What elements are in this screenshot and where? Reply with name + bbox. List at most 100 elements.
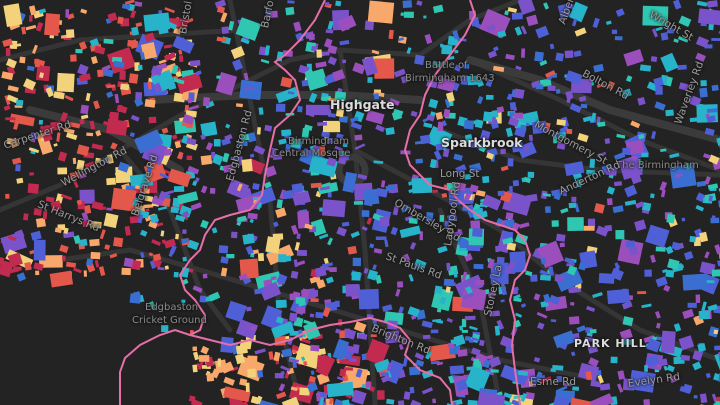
building-footprint (179, 205, 193, 218)
building-footprint (467, 399, 478, 405)
building-footprint (324, 74, 336, 85)
building-footprint (415, 158, 424, 164)
building-footprint (457, 236, 469, 248)
building-footprint (199, 295, 207, 303)
building-footprint (408, 217, 418, 224)
building-footprint (500, 364, 529, 386)
building-footprint (364, 20, 375, 31)
building-footprint (435, 319, 444, 324)
building-footprint (645, 224, 670, 248)
building-footprint (673, 38, 679, 43)
building-footprint (181, 299, 186, 304)
building-footprint (469, 162, 482, 173)
building-footprint (388, 29, 394, 40)
building-footprint (296, 307, 306, 314)
building-footprint (556, 142, 566, 150)
building-footprint (76, 159, 85, 171)
building-footprint (699, 261, 716, 276)
building-footprint (293, 259, 299, 268)
building-footprint (381, 375, 391, 383)
building-footprint (335, 108, 345, 118)
building-footprint (462, 292, 474, 300)
building-footprint (1, 71, 14, 81)
building-footprint (60, 193, 73, 201)
building-footprint (559, 242, 565, 248)
building-footprint (586, 332, 593, 337)
building-footprint (327, 56, 338, 66)
building-footprint (94, 45, 106, 55)
building-footprint (536, 311, 548, 319)
building-footprint (243, 72, 249, 81)
building-footprint (464, 365, 491, 393)
building-footprint (28, 15, 33, 22)
building-footprint (29, 5, 37, 16)
building-footprint (525, 270, 533, 277)
building-footprint (466, 366, 476, 371)
building-footprint (231, 58, 244, 71)
building-footprint (143, 12, 171, 32)
building-footprint (81, 211, 89, 222)
building-footprint (619, 328, 633, 341)
building-footprint (400, 75, 410, 84)
building-footprint (269, 154, 274, 159)
building-footprint (103, 212, 119, 229)
building-footprint (23, 78, 37, 91)
building-footprint (67, 271, 72, 281)
building-footprint (316, 49, 322, 58)
building-footprint (402, 253, 411, 263)
building-footprint (402, 357, 408, 367)
building-footprint (90, 56, 98, 65)
building-footprint (164, 265, 169, 270)
building-footprint (551, 220, 559, 227)
building-footprint (175, 214, 186, 222)
building-footprint (342, 143, 348, 148)
building-footprint (374, 358, 392, 373)
building-footprint (130, 259, 142, 271)
building-footprint (336, 133, 344, 139)
building-footprint (294, 241, 300, 251)
building-footprint (147, 81, 153, 90)
building-footprint (446, 317, 453, 323)
building-footprint (666, 364, 675, 373)
building-footprint (572, 18, 578, 27)
building-footprint (490, 262, 509, 285)
building-footprint (542, 192, 551, 197)
building-footprint (334, 145, 343, 152)
building-footprint (32, 44, 38, 54)
building-footprint (365, 381, 371, 388)
building-footprint (339, 39, 350, 46)
building-footprint (568, 287, 579, 294)
building-footprint (497, 190, 505, 196)
building-footprint (353, 321, 367, 333)
building-footprint (454, 64, 462, 72)
building-footprint (443, 108, 451, 118)
building-footprint (268, 351, 274, 360)
building-footprint (377, 390, 385, 400)
building-footprint (665, 269, 675, 278)
building-footprint (237, 215, 247, 222)
building-footprint (65, 261, 77, 268)
building-footprint (628, 246, 638, 256)
building-footprint (380, 372, 389, 377)
building-footprint (114, 93, 120, 104)
building-footprint (511, 12, 523, 20)
building-footprint (711, 393, 718, 403)
building-footprint (135, 22, 143, 28)
building-footprint (367, 0, 395, 24)
building-footprint (454, 49, 459, 54)
building-footprint (83, 270, 87, 277)
building-footprint (5, 48, 11, 56)
building-footprint (25, 24, 37, 31)
building-footprint (146, 164, 154, 174)
building-footprint (385, 184, 396, 192)
building-footprint (535, 25, 550, 39)
building-footprint (711, 84, 719, 92)
building-footprint (72, 157, 77, 165)
building-footprint (534, 51, 544, 62)
building-footprint (186, 155, 193, 160)
building-footprint (139, 194, 147, 199)
building-footprint (320, 185, 330, 191)
building-footprint (320, 265, 330, 271)
building-footprint (33, 262, 44, 271)
